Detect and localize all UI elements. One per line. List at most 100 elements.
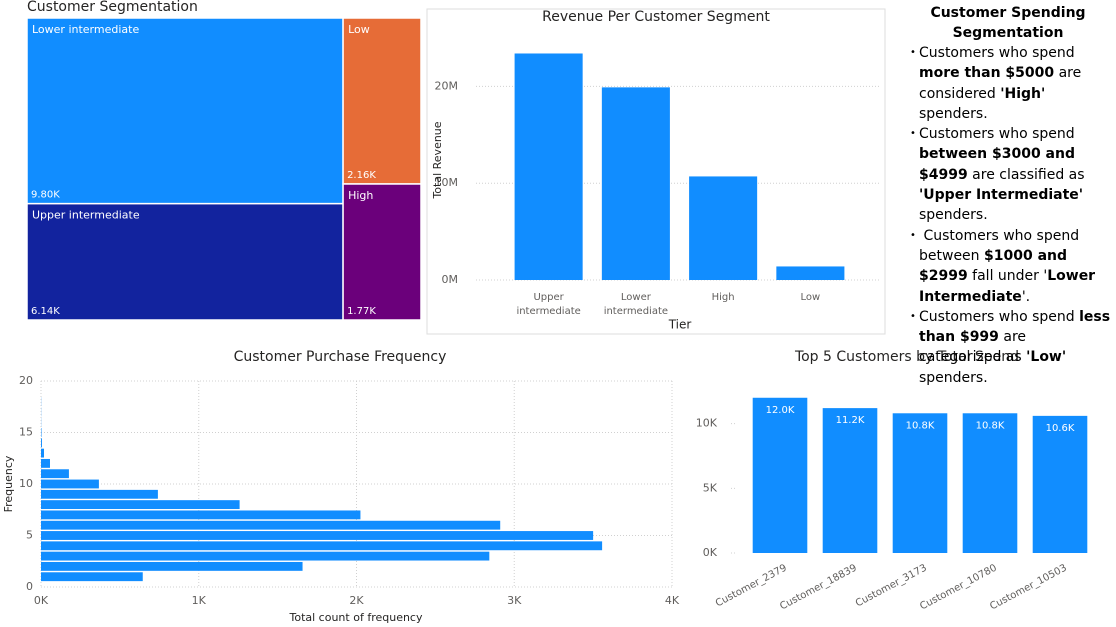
bar (41, 551, 490, 561)
data-label: 11.2K (836, 415, 865, 426)
chart-title: Customer Segmentation (27, 0, 198, 15)
bar (1032, 415, 1088, 553)
bullet-text: Customers who spend between (919, 227, 1084, 264)
y-tick-label: 0M (442, 273, 459, 286)
data-label: 10.8K (906, 420, 935, 431)
tile-label: Lower intermediate (32, 23, 139, 36)
bar (962, 413, 1018, 553)
tile (26, 17, 344, 205)
x-tick-label: 3K (507, 594, 522, 607)
bar (41, 520, 501, 530)
x-tick-label: Lower intermediate (604, 292, 668, 317)
y-axis-label: Total Revenue (431, 121, 444, 199)
x-axis-label: Tier (668, 318, 692, 332)
bar (752, 397, 808, 553)
label-line: Upper (533, 292, 564, 303)
data-label: 12.0K (766, 405, 795, 416)
tile (342, 17, 422, 185)
tile-label: Upper intermediate (32, 209, 140, 222)
bullet: Customers who spend between $3000 and $4… (905, 124, 1111, 225)
bullet-text: Customers who spend (919, 308, 1080, 325)
bullet-list: Customers who spend more than $5000 are … (905, 43, 1111, 388)
bullet-text: between $3000 and $4999 (919, 146, 1080, 183)
bullet-text: '. (1021, 288, 1031, 305)
bullet-text: fall under ' (967, 268, 1048, 285)
y-tick-label: 10K (696, 417, 718, 430)
tile-label: Low (348, 23, 370, 36)
bar (41, 561, 303, 571)
tile-value: 6.14K (31, 306, 60, 317)
x-tick-label: 0K (34, 594, 49, 607)
bullet-text: spenders. (919, 349, 1071, 386)
bullet: Customers who spend less than $999 are c… (905, 307, 1111, 388)
y-tick-label: 20M (435, 79, 459, 92)
y-tick-label: 0K (703, 546, 718, 559)
x-tick-label: Customer_10780 (918, 563, 999, 613)
bar (41, 510, 361, 520)
x-tick-label: Customer_18839 (778, 563, 859, 613)
bullet-text: 'High' (1000, 85, 1046, 102)
label-line: Lower (621, 292, 652, 303)
bullet-text: more than $5000 (919, 65, 1055, 82)
bar (41, 531, 594, 540)
bar (41, 438, 42, 448)
x-tick-label: High (712, 292, 735, 303)
tile (26, 202, 344, 321)
bar (41, 469, 69, 479)
bullet-text: spenders. (919, 187, 1088, 224)
bullet-text: Customers who spend (919, 126, 1080, 143)
x-tick-label: Low (801, 292, 821, 303)
x-tick-label: Customer_10503 (988, 563, 1069, 613)
bar (892, 413, 948, 553)
y-tick-label: 10 (19, 477, 33, 490)
chart-title: Customer Purchase Frequency (234, 349, 447, 365)
tile-label: High (348, 189, 373, 202)
bullet-text: are categorized as (919, 329, 1031, 366)
bullet-text: are considered (919, 65, 1086, 102)
bullet-text: Lower Intermediate (919, 268, 1100, 305)
x-tick-label: 1K (192, 594, 207, 607)
bullet: Customers who spend between $1000 and $2… (905, 226, 1111, 307)
bullet-text: less than $999 (919, 308, 1115, 346)
bar (822, 408, 878, 553)
bar (41, 448, 44, 458)
bullet-text: spenders. (919, 85, 1050, 122)
bar (41, 489, 158, 499)
bar (41, 572, 143, 582)
bar (41, 541, 603, 551)
chart-title: Revenue Per Customer Segment (542, 9, 770, 25)
x-tick-label: 4K (665, 594, 680, 607)
bullet-text: are classified as (967, 166, 1089, 183)
bar (514, 53, 583, 280)
label-line: High (712, 292, 735, 303)
bar (41, 479, 99, 489)
data-label: 10.8K (976, 420, 1005, 431)
bar (41, 500, 240, 510)
bullet: Customers who spend more than $5000 are … (905, 43, 1111, 124)
x-axis-label: Total count of frequency (289, 611, 423, 624)
label-line: intermediate (604, 306, 668, 317)
bar (41, 458, 50, 468)
bar (601, 87, 670, 280)
y-tick-label: 20 (19, 374, 33, 387)
y-tick-label: 5K (703, 481, 718, 494)
label-line: Low (801, 292, 821, 303)
label-line: intermediate (516, 306, 580, 317)
x-tick-label: 2K (349, 594, 364, 607)
panel-title: Customer Spending Segmentation (930, 5, 1086, 41)
y-tick-label: 0 (26, 580, 33, 593)
text-panel: Customer Spending Segmentation Customers… (905, 3, 1111, 388)
data-label: 10.6K (1046, 423, 1075, 434)
tile-value: 9.80K (31, 190, 60, 201)
y-tick-label: 10M (435, 176, 459, 189)
bar (776, 266, 845, 280)
y-axis-label: Frequency (2, 455, 15, 512)
bullet-text: Customers who spend (919, 45, 1080, 61)
bullet-text: 'Low' (1026, 349, 1067, 366)
y-tick-label: 5 (26, 529, 33, 542)
tile-value: 1.77K (347, 306, 376, 317)
bar (689, 176, 758, 280)
x-tick-label: Upper intermediate (516, 292, 580, 317)
